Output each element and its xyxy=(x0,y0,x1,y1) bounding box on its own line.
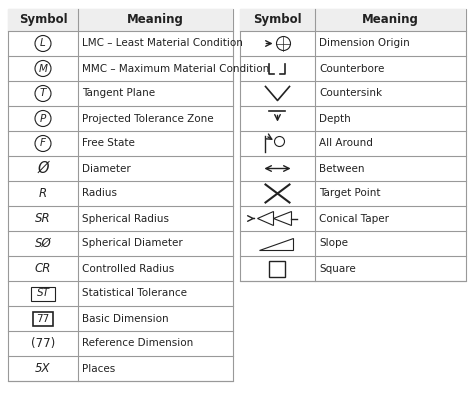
Text: Controlled Radius: Controlled Radius xyxy=(82,263,174,274)
Text: Depth: Depth xyxy=(319,114,351,123)
Text: Meaning: Meaning xyxy=(127,13,184,26)
Text: Conical Taper: Conical Taper xyxy=(319,214,389,223)
Text: Square: Square xyxy=(319,263,356,274)
Text: Countersink: Countersink xyxy=(319,88,382,98)
Polygon shape xyxy=(259,238,293,249)
Polygon shape xyxy=(273,212,292,225)
Text: LMC – Least Material Condition: LMC – Least Material Condition xyxy=(82,39,243,48)
Text: Radius: Radius xyxy=(82,188,117,199)
Circle shape xyxy=(276,37,291,50)
Text: Symbol: Symbol xyxy=(18,13,67,26)
Bar xyxy=(33,311,53,326)
Text: Target Point: Target Point xyxy=(319,188,381,199)
Text: ST: ST xyxy=(36,289,49,298)
Text: M: M xyxy=(38,63,47,74)
Bar xyxy=(240,9,466,281)
Text: MMC – Maximum Material Condition: MMC – Maximum Material Condition xyxy=(82,63,269,74)
Text: Dimension Origin: Dimension Origin xyxy=(319,39,410,48)
Circle shape xyxy=(35,110,51,127)
Text: Reference Dimension: Reference Dimension xyxy=(82,339,193,348)
Text: All Around: All Around xyxy=(319,138,373,149)
Bar xyxy=(240,9,466,31)
Text: R: R xyxy=(39,187,47,200)
Circle shape xyxy=(35,61,51,77)
Circle shape xyxy=(274,136,284,147)
Bar xyxy=(31,287,55,300)
Text: Free State: Free State xyxy=(82,138,135,149)
Polygon shape xyxy=(257,212,273,225)
Text: F: F xyxy=(40,138,46,149)
Bar xyxy=(8,9,233,381)
Text: Projected Tolerance Zone: Projected Tolerance Zone xyxy=(82,114,214,123)
Text: SR: SR xyxy=(35,212,51,225)
Text: Between: Between xyxy=(319,164,365,173)
Text: Diameter: Diameter xyxy=(82,164,131,173)
Circle shape xyxy=(35,85,51,101)
Text: (77): (77) xyxy=(31,337,55,350)
Text: Ø: Ø xyxy=(37,161,49,176)
Text: Spherical Radius: Spherical Radius xyxy=(82,214,169,223)
Text: Places: Places xyxy=(82,363,115,374)
Text: 77: 77 xyxy=(36,313,50,324)
Text: Statistical Tolerance: Statistical Tolerance xyxy=(82,289,187,298)
Text: Meaning: Meaning xyxy=(362,13,419,26)
Circle shape xyxy=(35,136,51,151)
Text: 5X: 5X xyxy=(35,362,51,375)
Bar xyxy=(270,260,285,276)
Text: T: T xyxy=(40,88,46,98)
Text: Basic Dimension: Basic Dimension xyxy=(82,313,169,324)
Text: P: P xyxy=(40,114,46,123)
Text: CR: CR xyxy=(35,262,51,275)
Text: Symbol: Symbol xyxy=(253,13,302,26)
Text: SØ: SØ xyxy=(35,237,51,250)
Text: Tangent Plane: Tangent Plane xyxy=(82,88,155,98)
Bar xyxy=(8,9,233,31)
Text: Slope: Slope xyxy=(319,239,348,249)
Text: Spherical Diameter: Spherical Diameter xyxy=(82,239,183,249)
Text: Counterbore: Counterbore xyxy=(319,63,384,74)
Circle shape xyxy=(35,35,51,52)
Text: L: L xyxy=(40,39,46,48)
